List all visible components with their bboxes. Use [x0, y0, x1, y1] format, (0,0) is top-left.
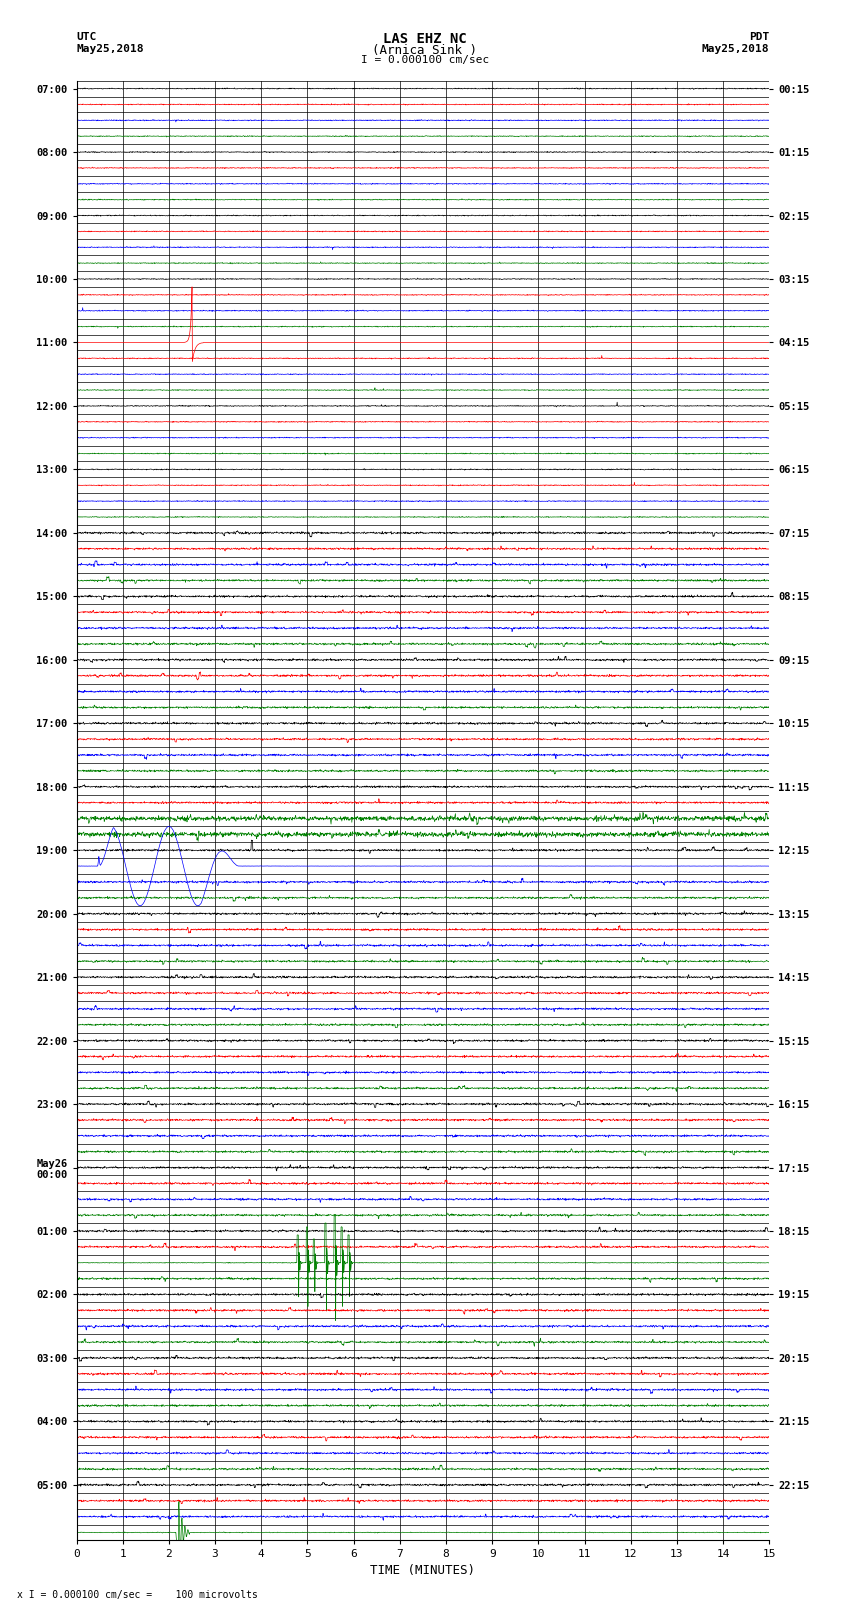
Text: UTC: UTC	[76, 32, 97, 42]
Text: x I = 0.000100 cm/sec =    100 microvolts: x I = 0.000100 cm/sec = 100 microvolts	[17, 1590, 258, 1600]
Text: (Arnica Sink ): (Arnica Sink )	[372, 44, 478, 56]
X-axis label: TIME (MINUTES): TIME (MINUTES)	[371, 1563, 475, 1576]
Text: I = 0.000100 cm/sec: I = 0.000100 cm/sec	[361, 55, 489, 65]
Text: PDT: PDT	[749, 32, 769, 42]
Text: LAS EHZ NC: LAS EHZ NC	[383, 32, 467, 47]
Text: May25,2018: May25,2018	[76, 44, 144, 53]
Text: May25,2018: May25,2018	[702, 44, 769, 53]
